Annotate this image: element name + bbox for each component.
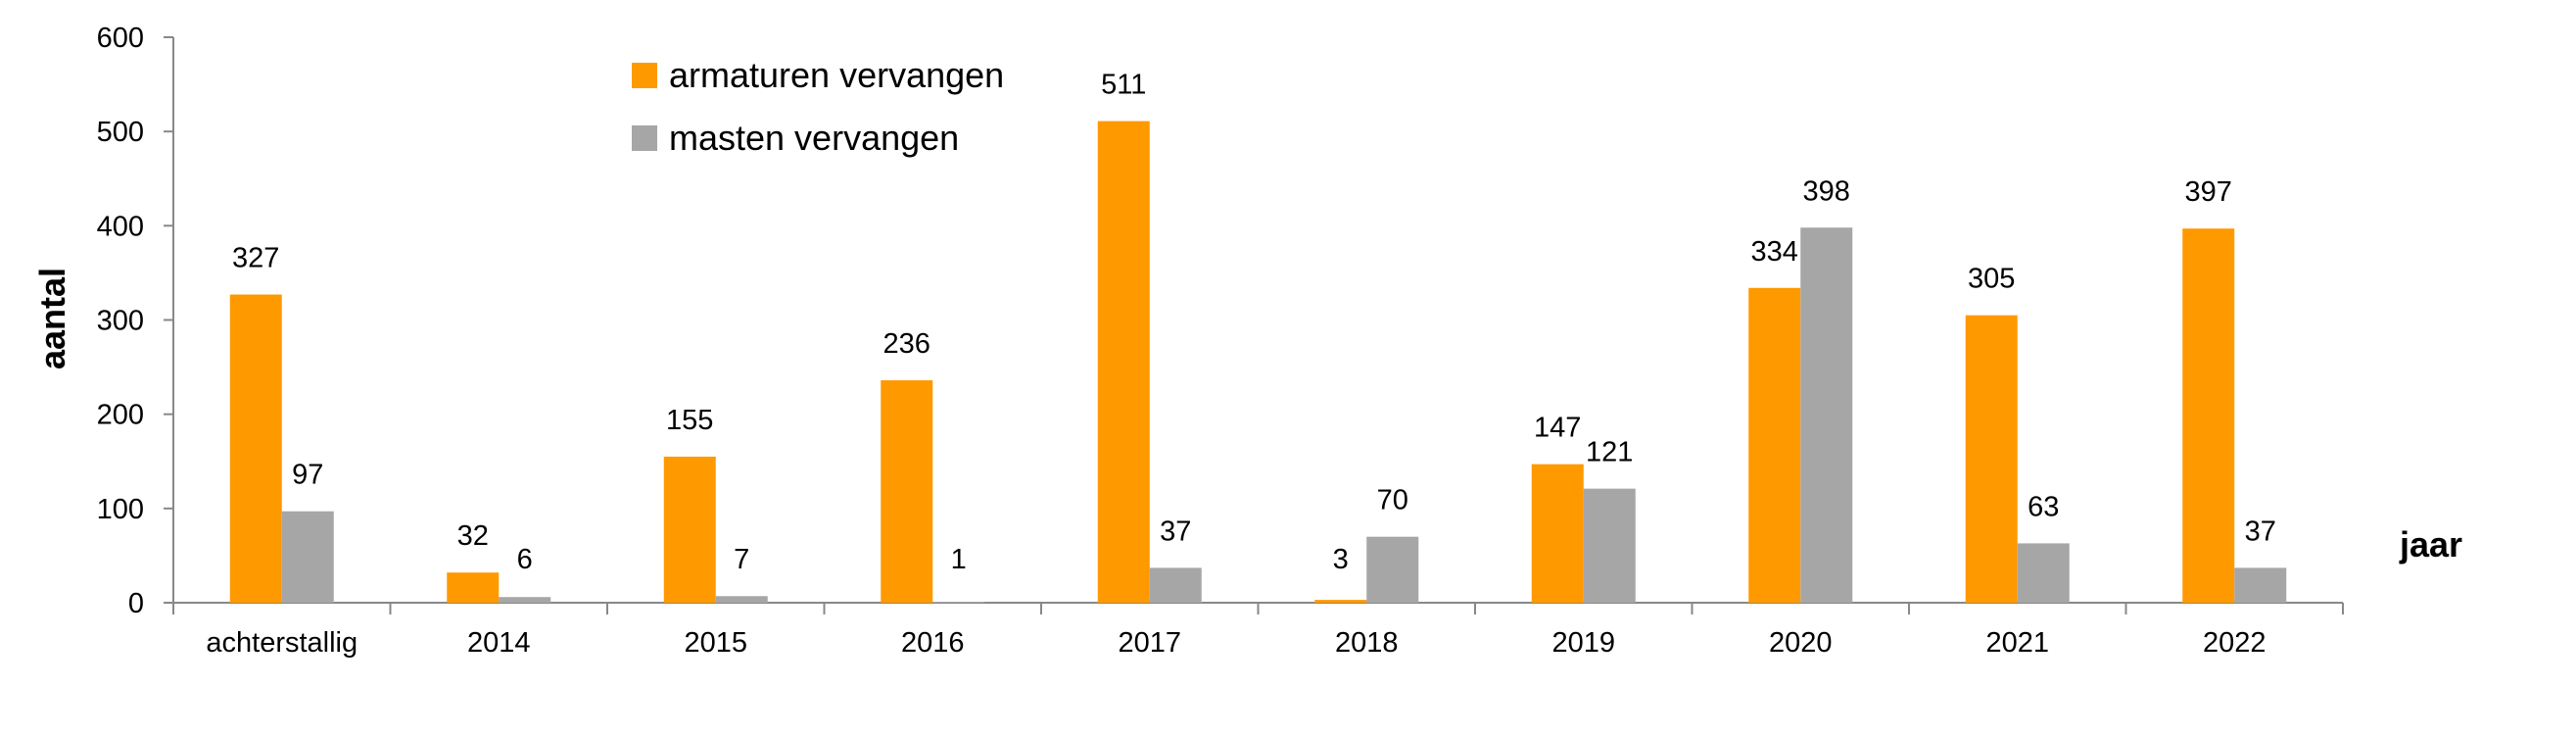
legend-label-masten: masten vervangen (669, 118, 959, 158)
data-label: 334 (1751, 236, 1798, 268)
y-axis: 0 100 200 300 400 500 600 (97, 23, 174, 619)
y-tick-label: 300 (97, 306, 144, 337)
legend-label-armaturen: armaturen vervangen (669, 55, 1004, 95)
data-label: 37 (1160, 515, 1191, 547)
data-labels: 327 32 155 236 511 3 147 334 305 397 97 6 7 1 37 70 121 3… (232, 70, 2276, 575)
data-label: 327 (232, 243, 279, 274)
x-tick-label: 2019 (1551, 627, 1615, 659)
x-tick-label: 2017 (1118, 627, 1181, 659)
y-tick-label: 600 (97, 23, 144, 54)
bar (2017, 543, 2070, 603)
legend: armaturen vervangen masten vervangen (632, 55, 1004, 158)
data-label: 155 (666, 405, 713, 436)
bars (229, 121, 2287, 604)
bar (663, 456, 716, 603)
bar (1800, 227, 1853, 604)
bar (2234, 567, 2287, 603)
x-tick-label: 2021 (1985, 627, 2049, 659)
y-tick-label: 0 (128, 588, 144, 619)
y-tick-label: 200 (97, 400, 144, 431)
bar (499, 597, 551, 603)
data-label: 397 (2185, 176, 2232, 208)
y-tick-label: 100 (97, 494, 144, 525)
bar (1965, 315, 2018, 603)
x-tick-label: 2022 (2203, 627, 2266, 659)
x-tick-label: 2015 (684, 627, 747, 659)
data-label: 236 (883, 328, 930, 360)
data-label: 305 (1968, 264, 2015, 295)
legend-swatch-armaturen (632, 63, 657, 88)
data-label: 63 (2027, 491, 2059, 522)
bar (1531, 464, 1584, 603)
y-tick-label: 500 (97, 117, 144, 148)
data-label: 70 (1377, 485, 1408, 516)
data-label: 32 (457, 520, 489, 552)
x-tick-label: 2016 (901, 627, 965, 659)
bar (715, 596, 768, 603)
x-axis-title: jaar (2399, 524, 2462, 564)
bar (1366, 536, 1419, 603)
x-tick-label: achterstallig (206, 627, 358, 659)
data-label: 37 (2245, 515, 2276, 547)
data-label: 7 (734, 544, 749, 575)
data-label: 6 (517, 544, 533, 575)
bar (281, 511, 334, 603)
data-label: 398 (1803, 175, 1850, 207)
legend-swatch-masten (632, 125, 657, 151)
data-label: 97 (292, 460, 323, 491)
data-label: 147 (1534, 413, 1581, 444)
x-tick-label: 2018 (1335, 627, 1399, 659)
y-axis-title: aantal (32, 268, 72, 369)
data-label: 1 (951, 544, 967, 575)
bar (2182, 228, 2235, 604)
bar (1314, 600, 1367, 603)
bar (229, 294, 282, 603)
bar (1748, 287, 1801, 603)
y-tick-label: 400 (97, 211, 144, 242)
data-label: 121 (1586, 437, 1633, 468)
bar (932, 602, 985, 603)
bar (881, 380, 933, 603)
data-label: 3 (1333, 544, 1349, 575)
x-tick-label: 2020 (1769, 627, 1833, 659)
data-label: 511 (1101, 70, 1146, 101)
x-tick-label: 2014 (467, 627, 531, 659)
bar (1097, 121, 1150, 604)
bar (1149, 567, 1202, 603)
bar (1583, 488, 1636, 603)
bar (447, 572, 500, 603)
x-axis: achterstallig 2014 2015 2016 2017 2018 2019 202… (172, 602, 2344, 659)
